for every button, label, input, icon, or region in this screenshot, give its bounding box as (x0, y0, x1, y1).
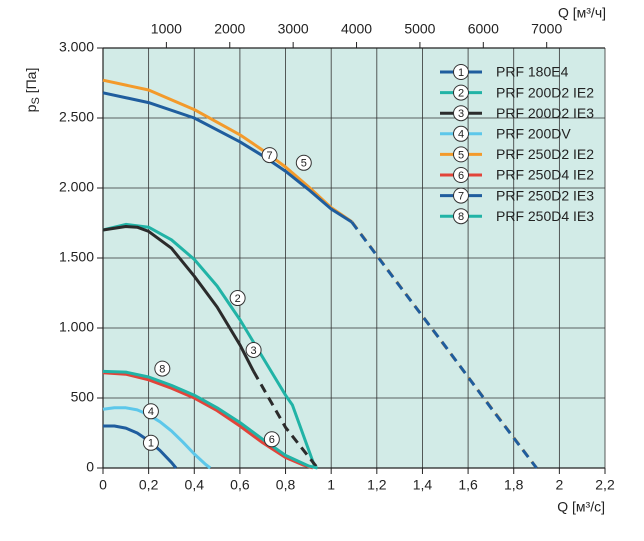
y-tick-label: 2.500 (59, 109, 94, 125)
annotation-circle (142, 434, 159, 451)
annotation-circle (142, 403, 159, 420)
legend-number: 1 (458, 67, 464, 79)
x2-tick-label: 6000 (468, 21, 499, 37)
legend-number: 7 (458, 191, 464, 203)
curve (102, 225, 255, 373)
curve-dashed (350, 221, 538, 469)
legend-label: PRF 180E4 (496, 64, 569, 80)
y-label-main: p (23, 104, 39, 112)
legend-label: PRF 250D4 IE3 (496, 208, 594, 224)
legend-label: PRF 250D2 IE2 (496, 146, 594, 162)
legend-circle (453, 146, 469, 163)
legend-number: 5 (458, 149, 464, 161)
x-tick-label: 2,2 (595, 477, 615, 493)
x2-tick-label: 3000 (278, 21, 309, 37)
annotation-circle (295, 154, 312, 171)
y-tick-label: 2.000 (59, 179, 94, 195)
x-tick-label: 0 (99, 477, 107, 493)
annotation: 7 (267, 150, 273, 162)
annotation-circle (263, 431, 280, 448)
annotation: 8 (159, 364, 165, 376)
y-label-sub: S (30, 97, 42, 104)
x2-tick-label: 4000 (341, 21, 372, 37)
y-tick-label: 500 (71, 389, 95, 405)
x-tick-label: 1,8 (504, 477, 524, 493)
y-axis-label: pS [Па] (23, 68, 42, 113)
x-tick-label: 1 (327, 477, 335, 493)
annotation: 3 (251, 345, 257, 357)
legend-number: 3 (458, 108, 464, 120)
annotation: 2 (235, 293, 241, 305)
annotation-circle (154, 360, 171, 377)
annotation: 5 (301, 158, 307, 170)
x-tick-label: 0,4 (185, 477, 205, 493)
legend-number: 6 (458, 170, 464, 182)
legend-label: PRF 200D2 IE2 (496, 84, 594, 100)
legend-label: PRF 250D2 IE3 (496, 187, 594, 203)
legend-circle (453, 167, 469, 183)
curve (103, 424, 178, 469)
annotation-circle (229, 290, 246, 307)
legend-label: PRF 200DV (496, 126, 571, 142)
annotation-circle (245, 341, 262, 358)
y-label-unit: [Па] (23, 68, 39, 98)
annotation: 1 (148, 438, 154, 450)
legend-circle (453, 187, 469, 204)
x2-tick-label: 5000 (404, 21, 435, 37)
y-tick-label: 0 (86, 459, 94, 475)
legend-number: 4 (458, 129, 464, 141)
legend-label: PRF 250D4 IE2 (496, 167, 594, 183)
x2-axis-label: Q [м³/ч] (558, 5, 606, 21)
annotation: 4 (148, 406, 154, 418)
annotation-circle (261, 147, 278, 164)
x-tick-label: 1,2 (367, 477, 387, 493)
x2-tick-label: 1000 (151, 21, 182, 37)
y-tick-label: 3.000 (59, 39, 94, 55)
curve (102, 369, 318, 470)
x-tick-label: 1,4 (413, 477, 433, 493)
legend-circle (453, 125, 469, 142)
x-axis-label: Q [м³/с] (557, 499, 605, 515)
x-tick-label: 1,6 (458, 477, 478, 493)
legend-number: 8 (458, 211, 464, 223)
y-tick-label: 1.500 (59, 249, 94, 265)
y-tick-label: 1.000 (59, 319, 94, 335)
curve (102, 371, 314, 470)
x-tick-label: 0,8 (276, 477, 296, 493)
x-tick-label: 2 (555, 477, 563, 493)
x-tick-label: 0,2 (139, 477, 159, 493)
legend-label: PRF 200D2 IE3 (496, 105, 594, 121)
curve (102, 406, 212, 470)
curve-dashed (252, 370, 319, 469)
x2-tick-label: 7000 (531, 21, 562, 37)
legend-circle (453, 64, 469, 80)
x-tick-label: 0,6 (230, 477, 250, 493)
legend-circle (453, 84, 469, 101)
x2-tick-label: 2000 (214, 21, 245, 37)
annotation: 6 (269, 434, 275, 446)
curve (102, 222, 317, 469)
legend-circle (453, 105, 469, 122)
legend-number: 2 (458, 88, 464, 100)
legend-circle (453, 208, 469, 225)
